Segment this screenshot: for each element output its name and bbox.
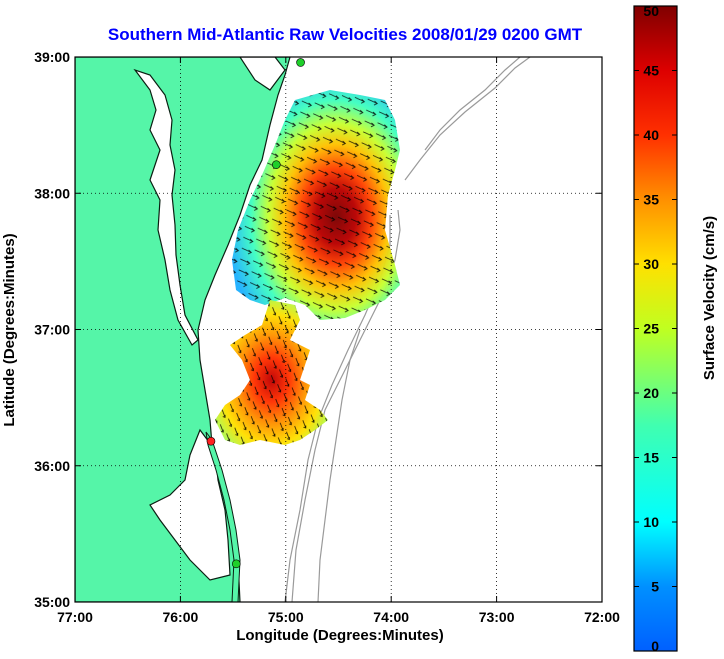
colorbar-tick-label: 50 [643, 3, 659, 19]
colorbar-tick-label: 45 [643, 63, 659, 79]
colorbar-label: Surface Velocity (cm/s) [701, 216, 718, 380]
station-marker [272, 160, 281, 169]
chesapeake-bay [133, 68, 199, 346]
y-tick-label: 39:00 [34, 49, 70, 65]
y-tick-label: 37:00 [34, 322, 70, 338]
x-axis-label: Longitude (Degrees:Minutes) [236, 627, 444, 644]
colorbar-gradient [633, 5, 678, 652]
colorbar-tick-label: 35 [643, 192, 659, 208]
colorbar-tick-label: 20 [643, 385, 659, 401]
map-plot-area [74, 56, 603, 603]
y-tick-label: 38:00 [34, 185, 70, 201]
station-marker [231, 559, 241, 569]
colorbar: 0 5 10 15 20 25 30 35 40 45 50 Surface Velocity (c… [633, 3, 718, 654]
colorbar-ticks: 0 5 10 15 20 25 30 35 40 45 50 [634, 3, 677, 654]
radar-stations [206, 58, 305, 569]
x-tick-label: 73:00 [479, 609, 515, 625]
colorbar-tick-label: 5 [651, 579, 659, 595]
map-grid [75, 57, 602, 602]
x-tick-label: 76:00 [162, 609, 198, 625]
x-tick-label: 72:00 [584, 609, 620, 625]
colorbar-tick-label: 40 [643, 127, 659, 143]
y-axis-label: Latitude (Degrees:Minutes) [1, 233, 18, 426]
station-marker [206, 436, 216, 446]
colorbar-tick-label: 10 [643, 514, 659, 530]
colorbar-tick-label: 0 [651, 638, 659, 654]
delaware-bay [239, 57, 286, 91]
x-axis-ticks: 77:00 76:00 75:00 74:00 73:00 72:00 [57, 57, 620, 625]
x-tick-label: 74:00 [373, 609, 409, 625]
outer-banks [205, 431, 241, 602]
colorbar-tick-label: 25 [643, 321, 659, 337]
y-tick-label: 35:00 [34, 594, 70, 610]
y-tick-label: 36:00 [34, 458, 70, 474]
x-tick-label: 75:00 [268, 609, 304, 625]
x-tick-label: 77:00 [57, 609, 93, 625]
colorbar-tick-label: 30 [643, 256, 659, 272]
y-axis-ticks: 35:00 36:00 37:00 38:00 39:00 [34, 49, 602, 610]
chart-title: Southern Mid-Atlantic Raw Velocities 200… [108, 25, 583, 44]
station-marker [296, 58, 305, 67]
colorbar-tick-label: 15 [643, 450, 659, 466]
